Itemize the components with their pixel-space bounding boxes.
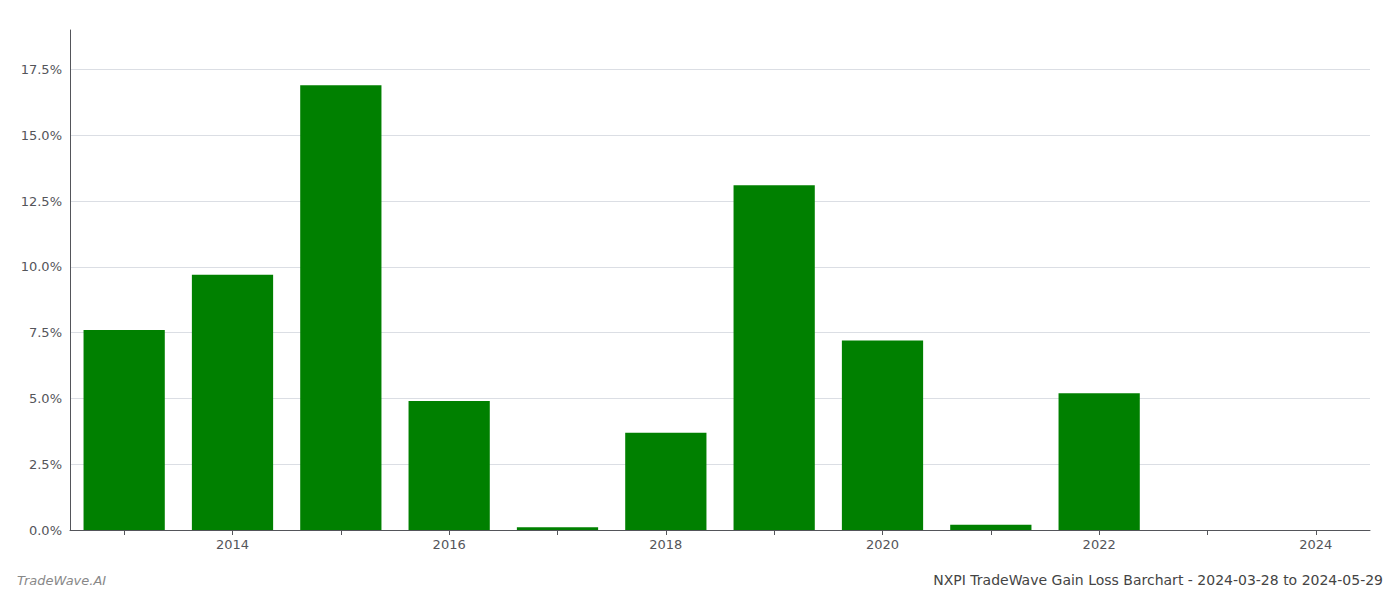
svg-text:2020: 2020 [866,537,899,552]
svg-text:12.5%: 12.5% [21,194,62,209]
svg-text:TradeWave.AI: TradeWave.AI [17,573,106,588]
svg-text:17.5%: 17.5% [21,62,62,77]
svg-text:7.5%: 7.5% [29,325,62,340]
svg-text:2016: 2016 [433,537,466,552]
svg-text:15.0%: 15.0% [21,128,62,143]
svg-text:2022: 2022 [1083,537,1116,552]
svg-text:2024: 2024 [1299,537,1332,552]
svg-text:5.0%: 5.0% [29,391,62,406]
svg-text:0.0%: 0.0% [29,523,62,538]
svg-text:2.5%: 2.5% [29,457,62,472]
svg-text:2014: 2014 [216,537,249,552]
svg-text:2018: 2018 [649,537,682,552]
svg-text:10.0%: 10.0% [21,259,62,274]
svg-text:NXPI TradeWave Gain Loss Barch: NXPI TradeWave Gain Loss Barchart - 2024… [933,572,1383,588]
